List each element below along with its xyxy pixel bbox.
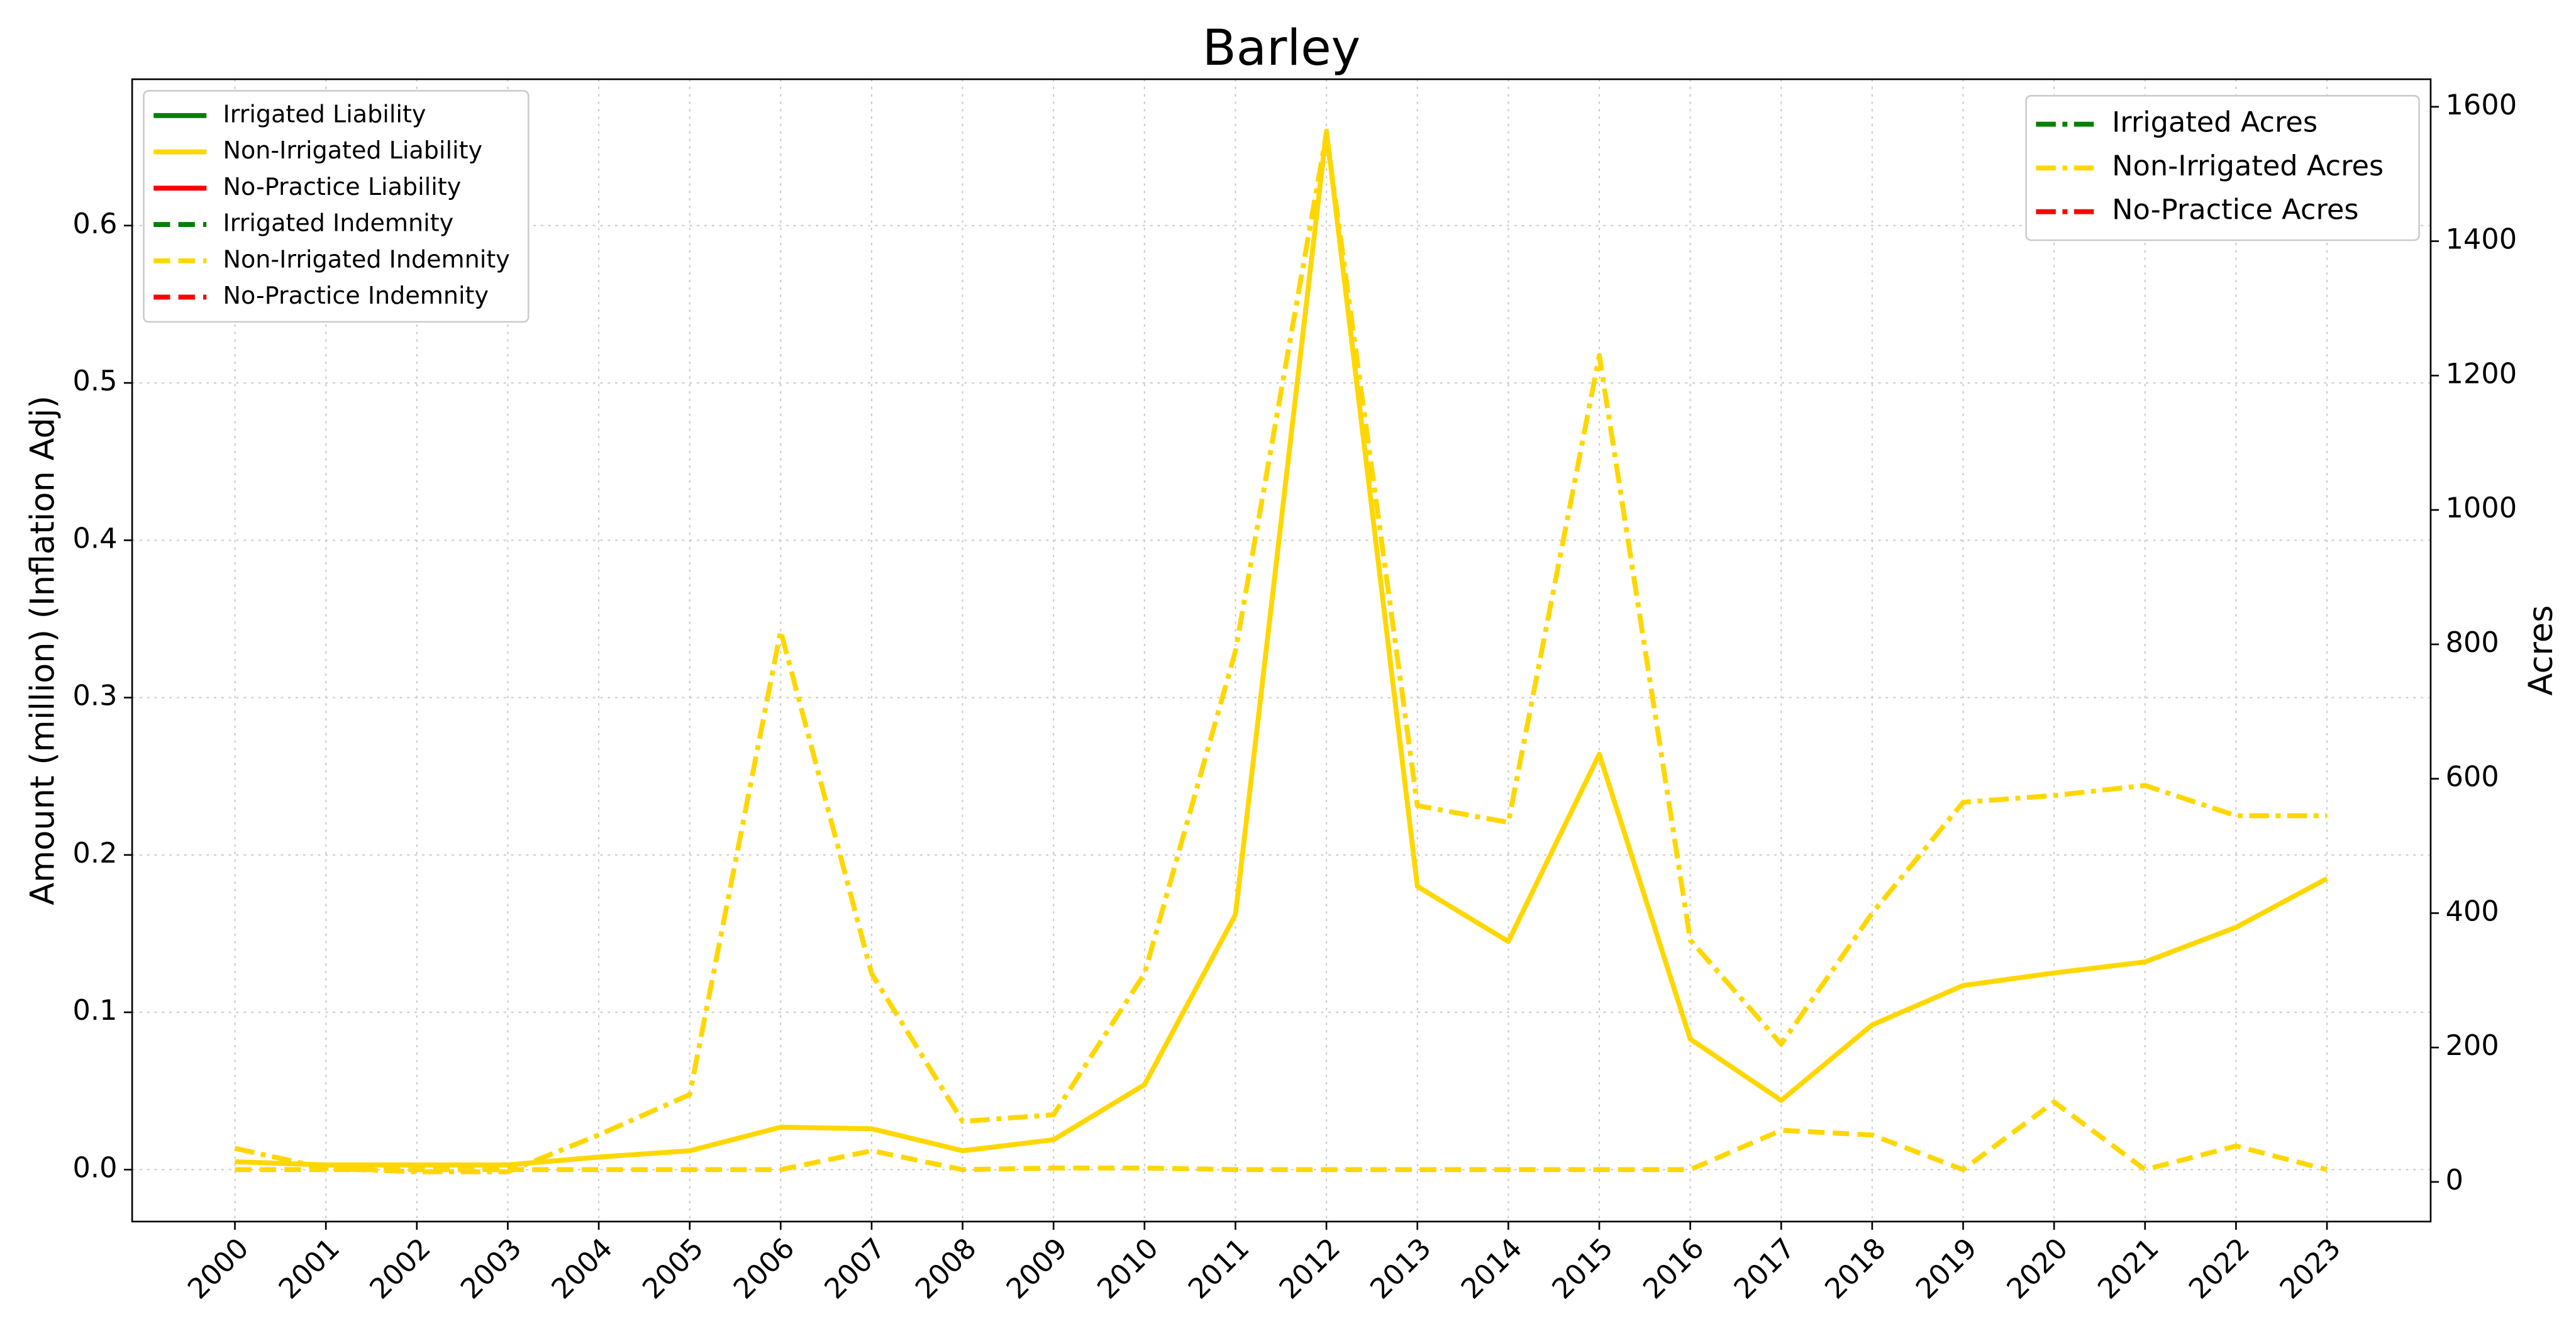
legend-box bbox=[2025, 94, 2420, 241]
plot-frame bbox=[131, 78, 2432, 1223]
y2-tick-label: 800 bbox=[2446, 626, 2499, 659]
y-tick-label: 0.1 bbox=[72, 994, 117, 1027]
chart-title: Barley bbox=[1202, 19, 1361, 77]
legend-label: No-Practice Indemnity bbox=[223, 282, 489, 309]
legend-label: Non-Irrigated Liability bbox=[223, 136, 483, 164]
y2-tick-label: 1600 bbox=[2446, 89, 2518, 121]
series-line bbox=[235, 1099, 2328, 1173]
legend: Irrigated Liability Non-Irrigated Liabili… bbox=[143, 90, 530, 323]
legend-label: Non-Irrigated Acres bbox=[2112, 150, 2384, 182]
y-tick-label: 0.5 bbox=[72, 365, 117, 397]
legend-label: Irrigated Acres bbox=[2112, 106, 2318, 139]
y2-tick-label: 0 bbox=[2446, 1164, 2463, 1196]
legend: Irrigated Acres Non-Irrigated Acres No-Pra… bbox=[2025, 94, 2420, 241]
legend-label: No-Practice Liability bbox=[223, 173, 462, 201]
series-line bbox=[234, 131, 2328, 1174]
y-tick-label: 0.6 bbox=[72, 207, 117, 240]
y2-tick-label: 200 bbox=[2446, 1029, 2499, 1062]
legend-label: No-Practice Acres bbox=[2112, 194, 2358, 226]
y-tick-label: 0.4 bbox=[72, 522, 117, 555]
y2-tick-label: 1400 bbox=[2446, 223, 2518, 256]
y-axis-label: Amount (million) (Inflation Adj) bbox=[24, 395, 62, 905]
y2-tick-label: 1000 bbox=[2446, 492, 2518, 524]
legend-label: Irrigated Liability bbox=[223, 100, 426, 128]
y2-tick-label: 1200 bbox=[2446, 357, 2518, 390]
legend-box bbox=[143, 90, 530, 323]
y2-axis-label: Acres bbox=[2522, 605, 2560, 695]
y2-tick-label: 400 bbox=[2446, 895, 2499, 927]
y-tick-label: 0.2 bbox=[72, 837, 117, 870]
y-tick-label: 0.3 bbox=[72, 680, 117, 712]
legend-label: Irrigated Indemnity bbox=[223, 209, 454, 237]
legend-label: Non-Irrigated Indemnity bbox=[223, 245, 510, 273]
y-tick-label: 0.0 bbox=[72, 1151, 117, 1184]
series-line bbox=[235, 128, 2328, 1168]
y2-tick-label: 600 bbox=[2446, 761, 2499, 793]
